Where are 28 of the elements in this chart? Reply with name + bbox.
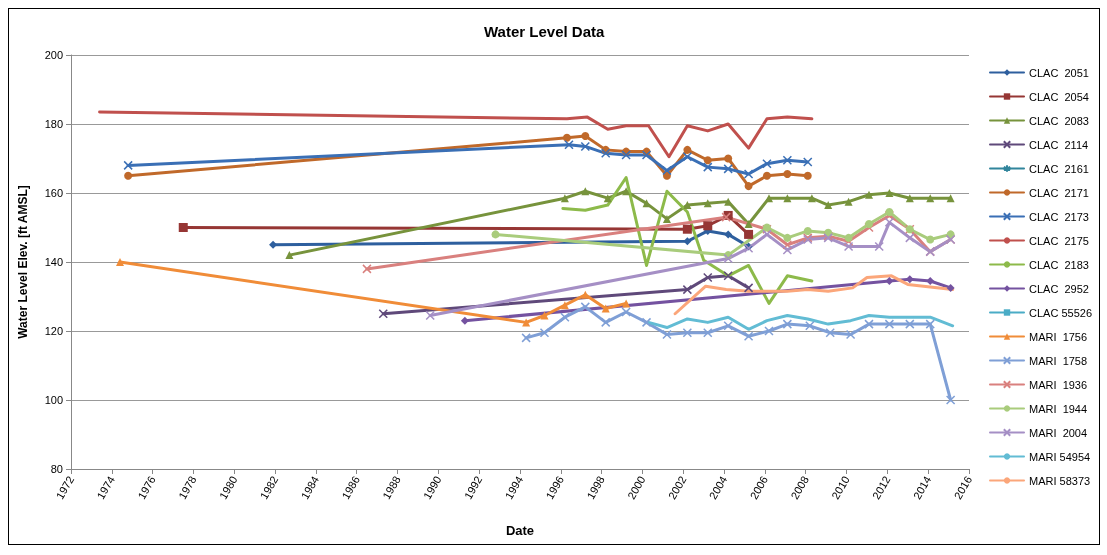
legend-label: MARI 58373 — [1029, 474, 1091, 487]
chart-title: Water Level Data — [484, 23, 605, 40]
legend-label: MARI 1756 — [1029, 330, 1088, 343]
y-tick-label: 160 — [44, 187, 63, 199]
legend-label: CLAC 55526 — [1029, 306, 1093, 319]
y-tick-label: 200 — [44, 49, 63, 61]
y-tick-label: 180 — [44, 118, 63, 130]
legend-label: CLAC 2114 — [1029, 138, 1089, 151]
x-axis-title: Date — [505, 523, 535, 538]
legend-label: MARI 1936 — [1029, 378, 1088, 391]
legend-label: CLAC 2054 — [1029, 90, 1089, 103]
legend-label: MARI 2004 — [1029, 426, 1088, 439]
legend-label: CLAC 2952 — [1029, 282, 1089, 295]
y-axis-title: Water Level Elev. [ft AMSL] — [16, 185, 30, 339]
y-tick-label: 140 — [44, 256, 63, 268]
legend-label: CLAC 2051 — [1029, 66, 1089, 79]
legend-label: CLAC 2171 — [1029, 186, 1089, 199]
legend-label: CLAC 2175 — [1029, 234, 1089, 247]
legend-label: MARI 1944 — [1029, 402, 1088, 415]
y-tick-label: 100 — [44, 394, 63, 406]
y-tick-label: 120 — [44, 325, 63, 337]
legend-label: MARI 1758 — [1029, 354, 1088, 367]
y-tick-label: 80 — [50, 463, 63, 475]
legend-label: CLAC 2161 — [1029, 162, 1089, 175]
legend-label: CLAC 2183 — [1029, 258, 1089, 271]
legend-label: MARI 54954 — [1029, 450, 1091, 463]
legend-label: CLAC 2083 — [1029, 114, 1089, 127]
legend-label: CLAC 2173 — [1029, 210, 1089, 223]
